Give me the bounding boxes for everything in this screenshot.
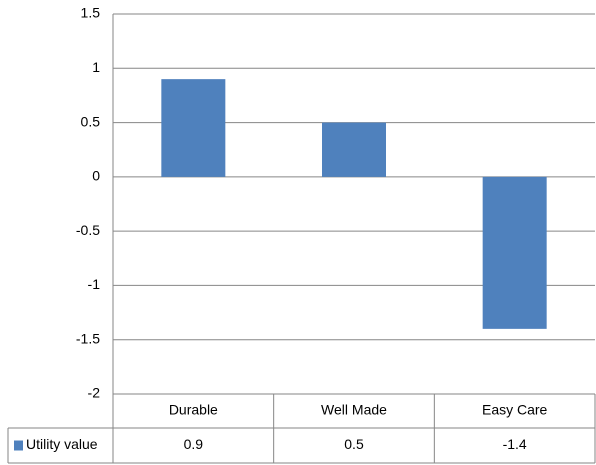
table-value: -1.4 [503, 436, 527, 452]
bar [482, 176, 547, 329]
y-tick-label: -0.5 [76, 222, 100, 238]
y-tick-label: -1.5 [76, 330, 100, 346]
x-tick-label: Durable [169, 402, 218, 418]
table-value: 0.9 [184, 436, 204, 452]
legend-label: Utility value [26, 436, 98, 452]
legend-key [14, 440, 23, 451]
y-tick-label: 0.5 [81, 113, 101, 129]
y-tick-label: 0 [92, 168, 100, 184]
x-tick-label: Well Made [321, 402, 387, 418]
x-tick-label: Easy Care [482, 402, 548, 418]
y-tick-label: -2 [88, 385, 101, 401]
y-tick-label: 1 [92, 59, 100, 75]
y-tick-label: -1 [88, 276, 101, 292]
bar [322, 122, 386, 177]
table-value: 0.5 [344, 436, 364, 452]
bar [161, 79, 226, 177]
y-tick-label: 1.5 [81, 5, 101, 21]
